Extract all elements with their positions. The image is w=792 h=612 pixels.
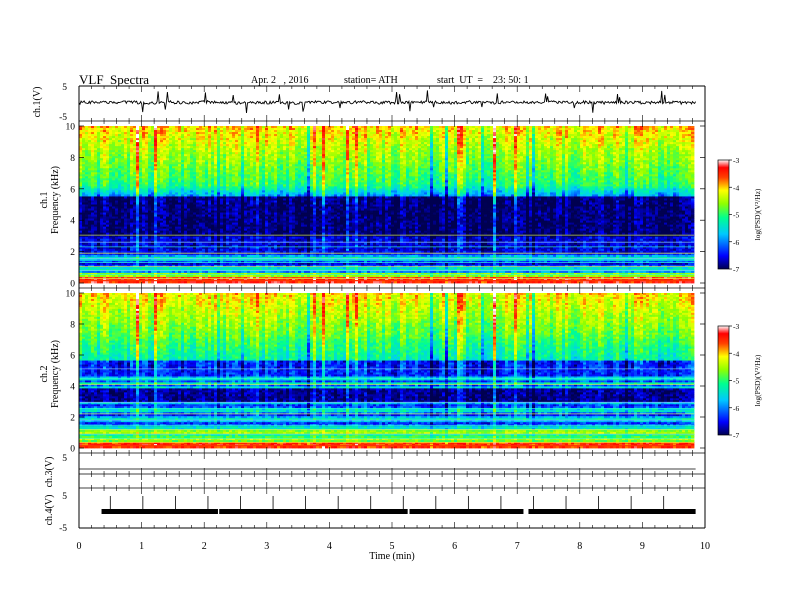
ch3-waveform-ylabel: ch.3(V) — [44, 457, 55, 488]
colorbar-tick-label: -7 — [733, 431, 739, 440]
ch1-ytick-bottom: -5 — [59, 113, 67, 123]
y-tick-label: 0 — [70, 280, 75, 290]
ch1-channel-label: ch.1 — [39, 192, 50, 209]
ch1-colorbar: -3 -4 -5 -6 -7 log(PSD)(V²/Hz) — [718, 156, 762, 274]
y-tick-label: 10 — [66, 123, 76, 133]
y-tick-label: 8 — [70, 154, 75, 164]
x-tick-label: 0 — [77, 541, 82, 552]
colorbar-tick-label: -6 — [733, 238, 739, 247]
ch2-channel-label: ch.2 — [39, 366, 50, 383]
waveform-y-ticks: 5 -5 5 5 -5 — [59, 83, 67, 534]
x-tick-label: 3 — [264, 541, 269, 552]
ch1-frequency-label: Frequency (kHz) — [50, 166, 61, 234]
ch2-frequency-label: Frequency (kHz) — [50, 340, 61, 408]
colorbar-tick-label: -5 — [733, 211, 739, 220]
x-tick-label: 4 — [327, 541, 332, 552]
colorbar-label: log(PSD)(V²/Hz) — [753, 188, 762, 240]
y-tick-label: 2 — [70, 248, 75, 258]
ch2-spectrogram-image — [79, 293, 694, 448]
x-tick-label: 7 — [515, 541, 520, 552]
vlf-spectra-figure: VLF Spectra Apr. 2 , 2016 station= ATH s… — [0, 0, 792, 612]
colorbar-label: log(PSD)(V²/Hz) — [753, 354, 762, 406]
y-tick-label: 10 — [66, 290, 76, 300]
y-tick-label: 2 — [70, 414, 75, 424]
ch3-ytick-top: 5 — [62, 454, 67, 464]
x-tick-label: 10 — [700, 541, 710, 552]
y-tick-label: 0 — [70, 445, 75, 455]
ch1-spectrogram-image — [79, 126, 694, 283]
y-tick-label: 6 — [70, 185, 75, 195]
x-tick-label: 8 — [577, 541, 582, 552]
x-tick-label: 6 — [452, 541, 457, 552]
colorbar-tick-label: -6 — [733, 404, 739, 413]
ch1-spectrogram-y-ticks: 0 2 4 6 8 10 — [66, 123, 76, 290]
ch4-waveform-trace — [102, 496, 696, 514]
colorbar-tick-label: -7 — [733, 265, 739, 274]
y-tick-label: 6 — [70, 352, 75, 362]
colorbar-tick-label: -4 — [733, 183, 739, 192]
x-axis-label: Time (min) — [369, 551, 414, 562]
ch4-ytick-top: 5 — [62, 492, 67, 502]
ch2-spectrogram-y-ticks: 0 2 4 6 8 10 — [66, 290, 76, 455]
ch4-ytick-bottom: -5 — [59, 524, 67, 534]
x-tick-label: 9 — [640, 541, 645, 552]
y-tick-label: 4 — [70, 383, 75, 393]
x-tick-label: 1 — [139, 541, 144, 552]
ch1-waveform-trace — [79, 90, 696, 113]
colorbar-tick-label: -3 — [733, 322, 739, 331]
ch2-colorbar: -3 -4 -5 -6 -7 log(PSD)(V²/Hz) — [718, 322, 762, 440]
y-tick-label: 4 — [70, 217, 75, 227]
ch4-waveform-ylabel: ch.4(V) — [44, 495, 55, 526]
ch1-ytick-top: 5 — [62, 83, 67, 93]
figure-plot-area: -3 -4 -5 -6 -7 log(PSD)(V²/Hz) -3 -4 -5 -6 -7 log(P… — [0, 0, 792, 612]
colorbar-tick-label: -4 — [733, 349, 739, 358]
x-tick-label: 2 — [202, 541, 207, 552]
colorbar-tick-label: -5 — [733, 377, 739, 386]
y-tick-label: 8 — [70, 321, 75, 331]
ch1-waveform-ylabel: ch.1(V) — [32, 87, 43, 118]
colorbar-tick-label: -3 — [733, 156, 739, 165]
